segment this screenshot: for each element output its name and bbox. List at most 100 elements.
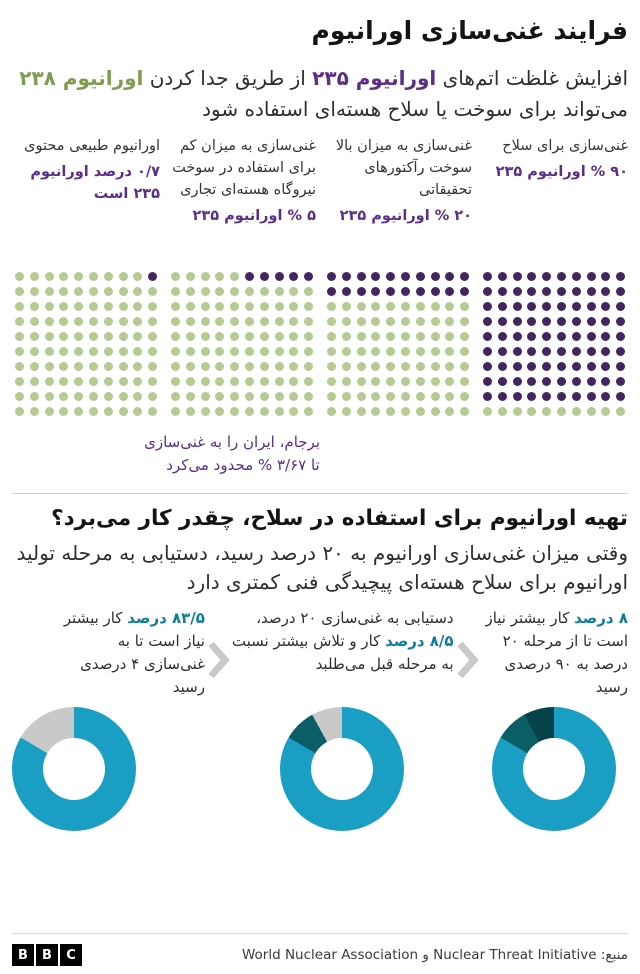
dot-u238 (356, 362, 366, 371)
stage-20-percent: دستیابی به غنی‌سازی ۲۰ درصد، ۸/۵ درصد کا… (231, 607, 454, 831)
dot-u235 (527, 287, 537, 296)
dot-u235 (148, 272, 158, 281)
dot-u238 (326, 362, 336, 371)
dot-u238 (185, 302, 195, 311)
dot-u238 (230, 377, 240, 386)
dot-u238 (88, 377, 98, 386)
dot-u238 (371, 362, 381, 371)
dot-u238 (59, 347, 69, 356)
dot-u238 (118, 302, 128, 311)
dot-u238 (341, 302, 351, 311)
dot-u238 (44, 287, 54, 296)
dot-u235 (571, 272, 581, 281)
dot-u238 (326, 377, 336, 386)
dot-u235 (571, 392, 581, 401)
dot-u238 (215, 272, 225, 281)
dot-u238 (200, 392, 210, 401)
dot-u238 (74, 407, 84, 416)
dot-u238 (148, 377, 158, 386)
dot-u238 (148, 392, 158, 401)
dot-u235 (586, 392, 596, 401)
dot-u238 (527, 407, 537, 416)
dot-u238 (430, 302, 440, 311)
dot-u235 (586, 302, 596, 311)
dot-u235 (460, 287, 470, 296)
dot-u235 (497, 377, 507, 386)
dot-u235 (571, 317, 581, 326)
dot-u238 (304, 347, 314, 356)
intro-paragraph: افزایش غلظت اتم‌های اورانیوم ۲۳۵ از طریق… (12, 63, 628, 125)
dot-u238 (386, 317, 396, 326)
dot-u238 (29, 362, 39, 371)
dot-u238 (215, 332, 225, 341)
dot-u238 (200, 302, 210, 311)
dot-u238 (170, 287, 180, 296)
dot-u235 (274, 272, 284, 281)
dot-u238 (29, 347, 39, 356)
dot-u238 (497, 407, 507, 416)
dot-u238 (259, 407, 269, 416)
dot-u238 (430, 332, 440, 341)
dot-u238 (230, 347, 240, 356)
dot-u238 (44, 302, 54, 311)
dot-u238 (200, 347, 210, 356)
dot-u238 (259, 377, 269, 386)
col-value-natural: ۰/۷ درصد اورانیوم ۲۳۵ است (30, 164, 160, 202)
dot-u238 (244, 407, 254, 416)
dot-u235 (512, 392, 522, 401)
dot-u235 (586, 347, 596, 356)
section2-paragraph: وقتی میزان غنی‌سازی اورانیوم به ۲۰ درصد … (16, 541, 628, 594)
dot-u238 (244, 332, 254, 341)
dot-u235 (586, 377, 596, 386)
dot-u238 (118, 347, 128, 356)
dot-u238 (386, 362, 396, 371)
dot-u238 (616, 407, 626, 416)
dot-u238 (170, 377, 180, 386)
dot-u238 (14, 287, 24, 296)
dot-u238 (304, 302, 314, 311)
u235-highlight: اورانیوم ۲۳۵ (312, 66, 437, 90)
dot-u238 (415, 407, 425, 416)
dot-u238 (304, 287, 314, 296)
dot-u238 (74, 317, 84, 326)
donut-hole (522, 738, 585, 800)
dot-u238 (170, 332, 180, 341)
dot-u235 (601, 302, 611, 311)
dot-u238 (133, 347, 143, 356)
stage-text-highlight: ۸۳/۵ درصد (127, 609, 205, 627)
dot-u238 (386, 302, 396, 311)
dot-u238 (14, 272, 24, 281)
dot-u235 (341, 272, 351, 281)
dot-u238 (274, 377, 284, 386)
dot-u238 (14, 392, 24, 401)
dot-u238 (133, 272, 143, 281)
dot-u238 (215, 287, 225, 296)
dot-u238 (341, 332, 351, 341)
dot-u238 (445, 362, 455, 371)
dot-u235 (601, 332, 611, 341)
dot-u238 (356, 332, 366, 341)
dot-u238 (29, 287, 39, 296)
col-text-power: غنی‌سازی به میزان کم برای استفاده در سوخ… (168, 135, 316, 269)
dot-u238 (371, 302, 381, 311)
dot-u238 (74, 287, 84, 296)
dot-u238 (460, 377, 470, 386)
dot-u235 (556, 302, 566, 311)
dot-u238 (133, 377, 143, 386)
dot-u238 (430, 362, 440, 371)
dot-u238 (341, 407, 351, 416)
dot-u238 (400, 377, 410, 386)
dot-matrix-natural (12, 269, 160, 419)
dot-u238 (215, 407, 225, 416)
dot-u238 (215, 392, 225, 401)
dot-u238 (430, 317, 440, 326)
dot-u238 (103, 332, 113, 341)
dot-u238 (44, 362, 54, 371)
source-text: منبع: Nuclear Threat Initiative و World … (241, 947, 628, 963)
dot-u238 (460, 347, 470, 356)
dot-u235 (497, 362, 507, 371)
dot-u238 (460, 332, 470, 341)
dot-u238 (200, 287, 210, 296)
dot-u235 (356, 272, 366, 281)
dot-u238 (59, 302, 69, 311)
